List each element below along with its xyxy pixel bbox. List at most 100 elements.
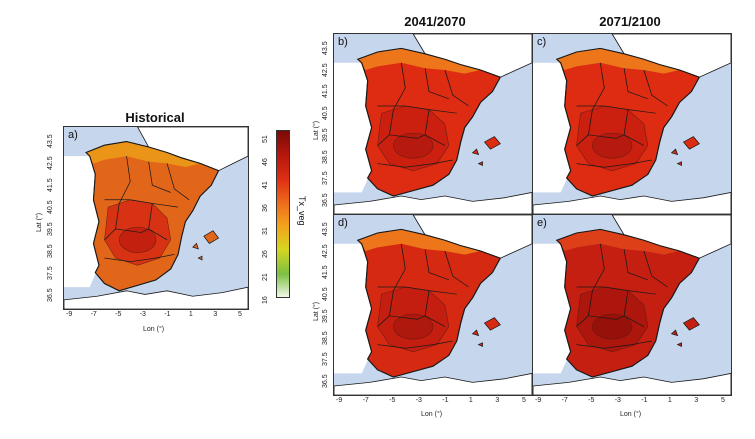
lat-tick-b: 36.5 — [322, 193, 329, 207]
hot-core-zone — [393, 132, 434, 159]
lat-axis-title-b: Lat (°) — [313, 120, 320, 140]
lon-tick-e: 3 — [694, 397, 699, 404]
lat-tick-d: 43.5 — [322, 222, 329, 236]
lon-tick-a: 5 — [238, 311, 242, 318]
region-boundary — [576, 286, 656, 295]
map-panel-2071-2100-e: e) — [532, 214, 732, 396]
balearic-island — [483, 136, 501, 150]
map-geometry — [533, 215, 731, 395]
balearic-island — [477, 161, 483, 166]
balearic-island — [676, 342, 682, 347]
lat-tick-a: 36.5 — [47, 288, 54, 302]
lon-tick-e: -9 — [535, 397, 542, 404]
map-panel-2041-2070-d: d) — [333, 214, 533, 396]
lon-tick-a: -1 — [164, 311, 171, 318]
region-boundary — [592, 243, 605, 291]
hot-core-zone — [592, 313, 633, 340]
lon-tick-d: -5 — [389, 397, 396, 404]
spain-map-a — [64, 127, 248, 309]
balearic-island — [676, 161, 682, 166]
lon-tick-a: -7 — [90, 311, 97, 318]
lon-tick-d: 1 — [468, 397, 473, 404]
region-boundary — [643, 69, 668, 107]
north-coast-zone — [556, 48, 680, 74]
region-boundary — [576, 105, 656, 114]
lat-tick-b: 43.5 — [322, 41, 329, 55]
lon-axis-title-a: Lon (°) — [143, 326, 165, 333]
lat-tick-a: 38.5 — [47, 244, 54, 258]
spain-outline — [555, 228, 701, 378]
north-coast-zone — [357, 229, 481, 255]
lat-tick-b: 41.5 — [322, 84, 329, 99]
region-boundary — [118, 156, 131, 204]
lat-tick-a: 42.5 — [47, 156, 54, 170]
lat-tick-b: 40.5 — [322, 106, 329, 121]
spain-outline — [356, 47, 502, 197]
lat-tick-a: 40.5 — [47, 200, 54, 214]
balearic-island — [192, 242, 199, 250]
region-boundary — [104, 254, 175, 263]
region-boundary — [592, 62, 605, 110]
hot-core-zone — [592, 132, 633, 159]
lat-tick-d: 36.5 — [322, 374, 329, 388]
region-boundary — [424, 249, 449, 281]
lon-tick-d: 5 — [522, 397, 526, 404]
region-boundary — [643, 250, 668, 288]
lat-axis-title-d: Lat (°) — [313, 301, 320, 321]
portugal-landmass — [334, 62, 372, 193]
region-boundary — [393, 243, 406, 291]
region-boundary — [377, 340, 453, 349]
lon-tick-e: 1 — [667, 397, 672, 404]
portugal-landmass — [334, 243, 372, 374]
region-boundary — [424, 68, 449, 100]
region-boundary — [588, 134, 625, 139]
lon-tick-d: -3 — [415, 397, 422, 404]
balearic-island — [471, 148, 480, 156]
colorbar-tick: 26 — [262, 250, 269, 258]
colorbar-tick: 46 — [262, 158, 269, 166]
lon-axis-title-d: Lon (°) — [421, 411, 443, 418]
lat-tick-b: 37.5 — [322, 171, 329, 186]
spain-map-e — [533, 215, 731, 395]
balearic-island — [471, 329, 480, 337]
north-coast-zone — [556, 229, 680, 255]
region-boundary — [623, 249, 648, 281]
colorbar-tick: 16 — [262, 296, 269, 304]
spain-outline — [85, 141, 220, 292]
north-coast-zone — [357, 48, 481, 74]
balearic-island — [203, 230, 220, 244]
region-boundary — [623, 68, 648, 100]
africa-landmass — [334, 372, 532, 395]
hot-core-zone — [393, 313, 434, 340]
lat-tick-d: 39.5 — [322, 309, 329, 323]
balearic-island — [682, 317, 700, 331]
spain-outline — [555, 47, 701, 197]
panel-label-a: a) — [68, 129, 78, 141]
spain-map-b — [334, 34, 532, 214]
region-boundary — [444, 69, 469, 107]
africa-landmass — [533, 191, 731, 214]
region-boundary — [444, 250, 469, 288]
colorbar-tick: 51 — [262, 135, 269, 143]
map-geometry — [533, 34, 731, 214]
region-boundary — [104, 199, 179, 208]
panel-label-d: d) — [338, 217, 348, 229]
region-boundary — [623, 109, 645, 146]
lon-tick-a: 3 — [213, 311, 218, 318]
region-boundary — [377, 159, 453, 168]
region-boundary — [389, 315, 426, 320]
region-boundary — [576, 340, 652, 349]
region-boundary — [148, 161, 171, 193]
africa-landmass — [334, 191, 532, 214]
lat-tick-a: 43.5 — [47, 134, 54, 148]
colorbar-title: Tx_veg — [297, 196, 307, 226]
lat-tick-b: 39.5 — [322, 128, 329, 142]
lon-tick-e: -7 — [561, 397, 568, 404]
lon-tick-d: -1 — [442, 397, 449, 404]
region-boundary — [377, 286, 457, 295]
lon-tick-d: -7 — [362, 397, 369, 404]
balearic-island — [477, 342, 483, 347]
panel-label-e: e) — [537, 217, 547, 229]
lon-tick-e: 5 — [721, 397, 725, 404]
portugal-landmass — [533, 243, 571, 374]
